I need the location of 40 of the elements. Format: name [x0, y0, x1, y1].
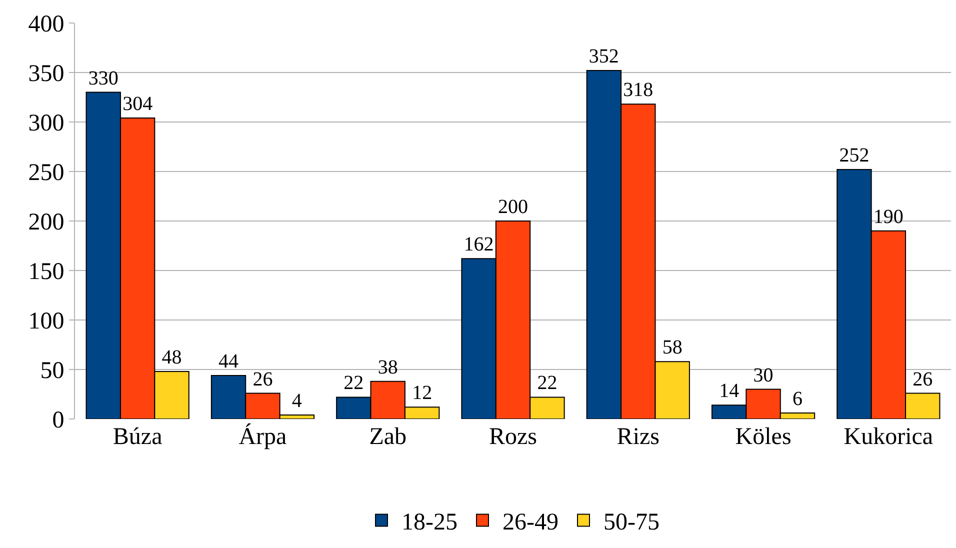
data-label: 14 [719, 380, 740, 402]
data-label: 6 [792, 388, 802, 410]
data-label: 44 [218, 350, 239, 372]
data-label: 26 [912, 368, 933, 390]
data-label: 190 [873, 206, 904, 228]
data-label: 58 [662, 336, 682, 359]
x-tick-label: Rozs [489, 424, 537, 450]
x-tick-label: Búza [112, 424, 163, 450]
x-tick-label: Kukorica [844, 424, 934, 450]
data-label: 200 [498, 196, 528, 218]
data-label: 4 [292, 390, 302, 412]
y-tick-label: 250 [28, 160, 64, 186]
legend-label: 26-49 [502, 510, 558, 536]
data-label: 30 [753, 364, 774, 386]
data-label: 330 [88, 67, 118, 90]
x-tick-label: Árpa [238, 423, 288, 450]
data-label: 318 [623, 79, 654, 102]
y-tick-label: 350 [28, 60, 64, 87]
y-tick-label: 150 [28, 258, 64, 285]
y-tick-label: 100 [28, 308, 64, 334]
data-label: 252 [839, 144, 870, 167]
data-label: 352 [588, 46, 619, 68]
x-tick-label: Rizs [616, 424, 660, 450]
data-label: 48 [162, 346, 182, 368]
y-tick-label: 300 [28, 110, 64, 136]
legend-label: 50-75 [604, 510, 660, 536]
data-label: 12 [412, 382, 432, 404]
data-label: 26 [252, 368, 273, 390]
y-tick-label: 200 [28, 209, 64, 236]
legend-label: 18-25 [402, 510, 458, 536]
data-label: 22 [537, 372, 558, 394]
data-label: 38 [378, 356, 398, 378]
x-tick-label: Zab [369, 424, 407, 450]
data-label: 162 [464, 234, 494, 256]
data-label: 22 [344, 372, 364, 394]
y-tick-label: 0 [52, 407, 64, 434]
x-tick-label: Köles [735, 424, 792, 450]
y-tick-label: 50 [40, 358, 64, 384]
y-tick-label: 400 [28, 11, 64, 38]
data-label: 304 [122, 93, 153, 116]
